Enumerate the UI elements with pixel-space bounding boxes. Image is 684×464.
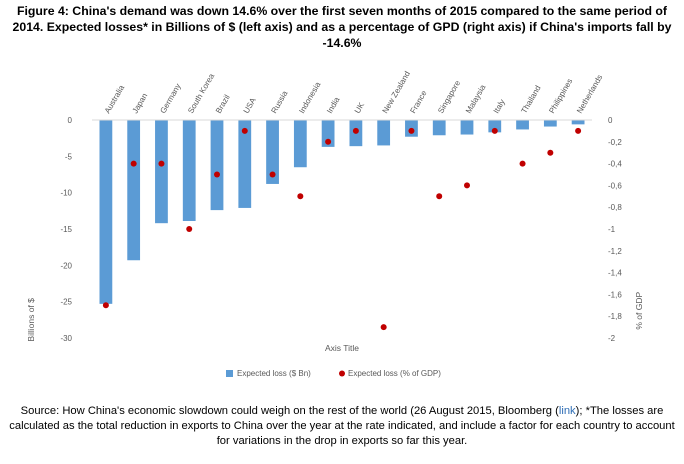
chart-area: 0 -5 -10 -15 -20 -25 -30 0 -0,2 -0,4 -0,6 -0,8 -1 -1,… [0, 60, 684, 395]
category-label: Italy [492, 98, 507, 115]
y2-tick-label: -0,4 [608, 160, 622, 169]
dot-point [269, 171, 276, 178]
y2-tick-label: -0,6 [608, 181, 622, 190]
dot-point [436, 193, 443, 200]
bar [238, 120, 252, 208]
bar [377, 120, 391, 146]
y2-tick-label: -1,2 [608, 247, 622, 256]
bar [321, 120, 335, 147]
category-label: Russia [269, 89, 289, 115]
category-label: Philippines [547, 77, 574, 115]
y2-tick-label: -1,6 [608, 290, 622, 299]
y2-tick-label: -1,4 [608, 269, 622, 278]
x-axis-title: Axis Title [325, 343, 359, 353]
y2-axis-title: % of GDP [634, 292, 644, 330]
chart-title: Figure 4: China's demand was down 14.6% … [12, 4, 672, 50]
legend-dot-label: Expected loss (% of GDP) [348, 369, 441, 378]
legend-bar-swatch [226, 370, 233, 377]
category-label: Thailand [519, 84, 542, 115]
dot-point [464, 182, 470, 189]
category-label: Japan [131, 92, 150, 115]
bar [488, 120, 502, 133]
category-label: Netherlands [575, 73, 604, 115]
y-tick-label: -20 [60, 261, 72, 270]
dot-point [158, 160, 165, 167]
bar [516, 120, 529, 130]
dot-point [130, 160, 137, 167]
y2-tick-label: 0 [608, 116, 613, 125]
source-note: Source: How China's economic slowdown co… [4, 404, 680, 449]
dot-point [186, 226, 193, 232]
y2-tick-label: -1 [608, 225, 616, 234]
category-label: New Zealand [381, 70, 412, 115]
category-label: Brazil [214, 93, 232, 115]
dot-point [491, 127, 498, 134]
dot-point [408, 127, 415, 134]
category-label: UK [353, 100, 367, 115]
category-label: Germany [158, 82, 182, 115]
dot-point [547, 149, 554, 156]
bar [571, 120, 585, 125]
bar [210, 120, 224, 211]
dot-point [352, 127, 359, 134]
y2-tick-label: -2 [608, 334, 616, 343]
y2-tick-label: -0,8 [608, 203, 622, 212]
y-axis-title: Billions of $ [26, 298, 36, 342]
category-label: Singapore [436, 78, 462, 115]
source-text-before: Source: How China's economic slowdown co… [20, 405, 559, 417]
bar [155, 120, 168, 224]
dot-point [214, 171, 220, 178]
bar [543, 120, 557, 127]
chart-svg: 0 -5 -10 -15 -20 -25 -30 0 -0,2 -0,4 -0,6 -0,8 -1 -1,… [26, 70, 644, 378]
bar [460, 120, 474, 135]
category-label: Australia [103, 83, 127, 115]
category-label: USA [242, 96, 258, 115]
category-label: Indonesia [297, 80, 322, 115]
y-tick-label: 0 [68, 116, 73, 125]
dot-point [297, 193, 304, 200]
y2-tick-label: -1,8 [608, 312, 622, 321]
legend-dot-swatch [339, 370, 345, 377]
bar [266, 120, 279, 184]
bar [182, 120, 196, 222]
y-tick-label: -30 [60, 334, 72, 343]
legend-bar-label: Expected loss ($ Bn) [237, 369, 311, 378]
y2-tick-label: -0,2 [608, 138, 622, 147]
bar [432, 120, 446, 136]
bar [127, 120, 141, 261]
dot-point [241, 127, 248, 134]
dot-point [519, 160, 526, 167]
y-tick-label: -10 [60, 189, 72, 198]
category-label: South Korea [186, 72, 216, 115]
category-label: India [325, 95, 342, 115]
bar [99, 120, 113, 304]
dot-point [575, 127, 582, 134]
y-tick-label: -5 [65, 152, 73, 161]
bar [293, 120, 307, 168]
category-label: France [408, 88, 429, 115]
y-tick-label: -15 [60, 225, 72, 234]
dot-point [102, 302, 109, 309]
category-label: Malaysia [464, 83, 488, 115]
dot-point [380, 324, 387, 331]
y-tick-label: -25 [60, 298, 72, 307]
dot-point [325, 138, 332, 145]
source-text-after: ); *The losses are calculated as the tot… [9, 405, 675, 447]
source-link[interactable]: link [558, 405, 576, 417]
